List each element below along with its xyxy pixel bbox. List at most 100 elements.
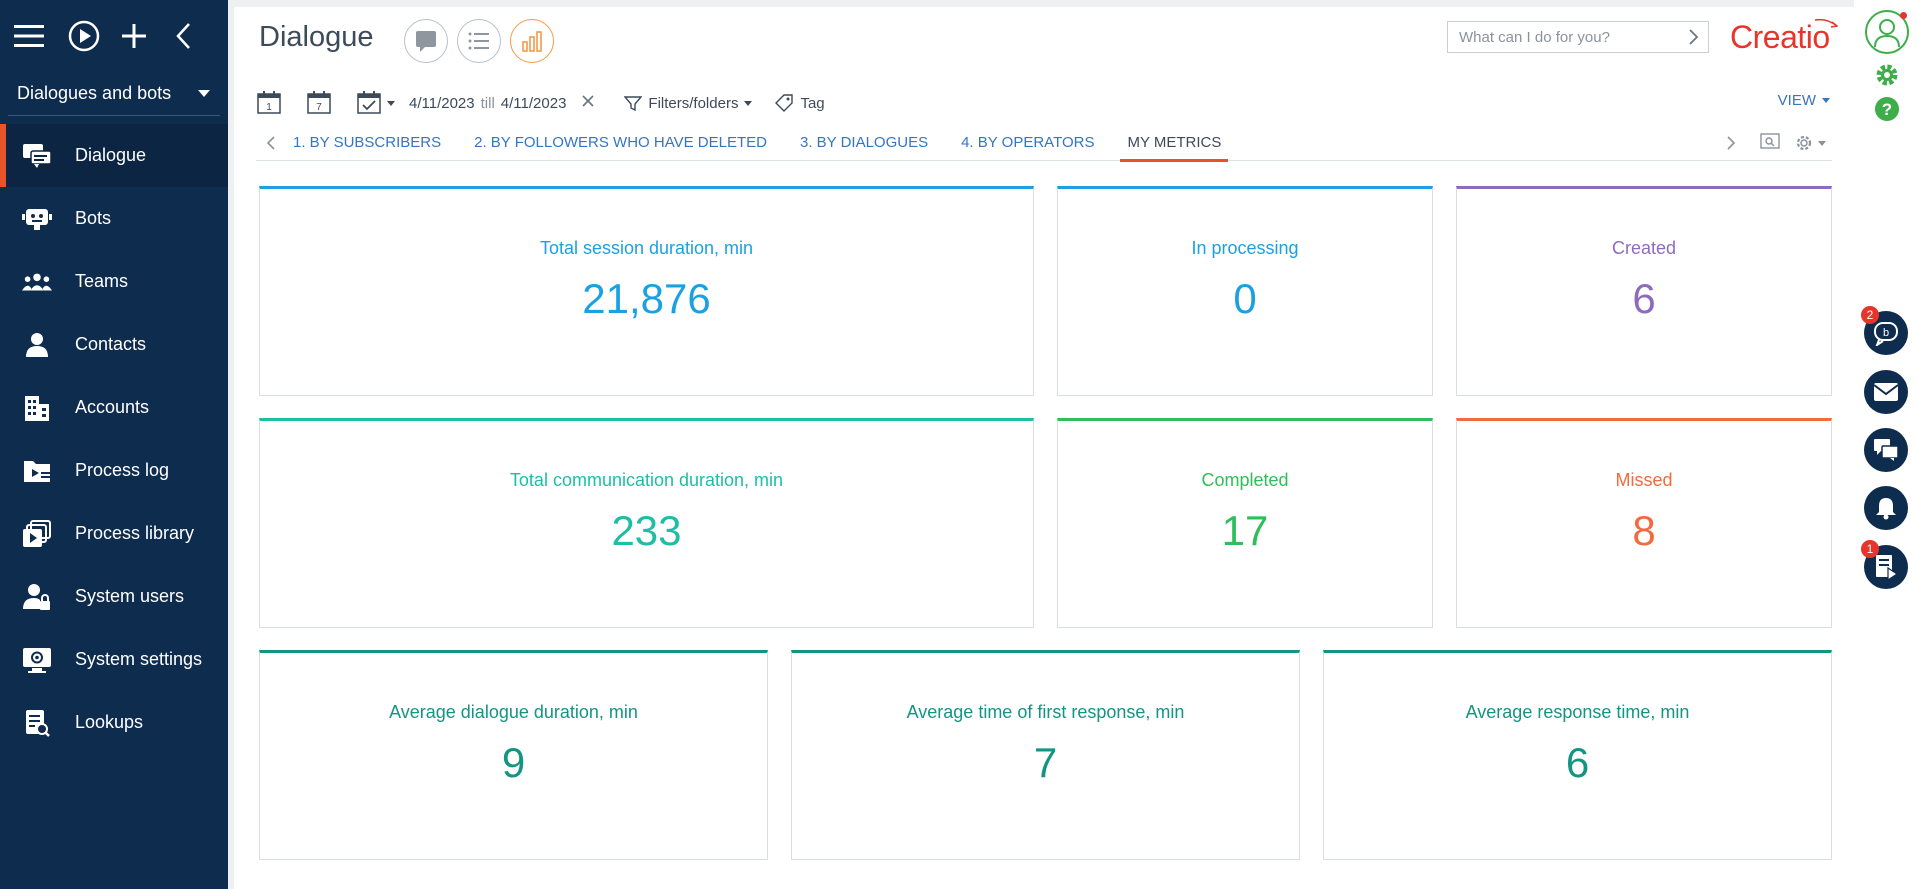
- command-search[interactable]: [1447, 21, 1709, 53]
- metric-card-average-first-response[interactable]: Average time of first response, min 7: [791, 650, 1300, 860]
- tag-button[interactable]: Tag: [774, 93, 825, 113]
- sidebar-item-system-settings[interactable]: System settings: [0, 628, 228, 691]
- period-filter-button[interactable]: [356, 91, 395, 115]
- system-users-icon: [22, 582, 52, 612]
- list-view-button[interactable]: [457, 19, 501, 63]
- folder-search-icon: [1760, 133, 1780, 149]
- dashboard-settings-button[interactable]: [1794, 133, 1826, 153]
- tabs-scroll-right[interactable]: [1716, 135, 1746, 151]
- caret-down-icon: [744, 100, 753, 106]
- feed-panel-button[interactable]: [1864, 428, 1908, 472]
- metric-card-average-response-time[interactable]: Average response time, min 6: [1323, 650, 1832, 860]
- analytics-view-button[interactable]: [510, 19, 554, 63]
- caret-down-icon: [198, 90, 210, 97]
- communication-panel: ? b 2 1: [1854, 0, 1918, 889]
- sidebar-item-label: Process log: [75, 460, 170, 480]
- envelope-icon: [1873, 383, 1899, 401]
- process-library-icon: [22, 519, 52, 549]
- menu-button[interactable]: [14, 16, 68, 56]
- process-badge: 1: [1861, 540, 1879, 558]
- chevron-right-icon: [1727, 136, 1736, 150]
- metric-card-created[interactable]: Created 6: [1456, 186, 1832, 396]
- tab-my-metrics[interactable]: MY METRICS: [1120, 125, 1229, 162]
- tag-label: Tag: [800, 94, 825, 112]
- svg-text:b: b: [1883, 327, 1889, 339]
- clear-dates-button[interactable]: [582, 94, 594, 112]
- metric-card-total-session-duration[interactable]: Total session duration, min 21,876: [259, 186, 1034, 396]
- notifications-panel-button[interactable]: [1864, 486, 1908, 530]
- avatar-icon: [1874, 19, 1900, 48]
- chat-bot-icon: b: [1874, 322, 1898, 346]
- metric-label: Average time of first response, min: [906, 702, 1185, 722]
- filter-bar: 1 7 4/11/2023 till 4/11/2023 Filters/fol…: [256, 83, 1836, 123]
- sidebar-item-contacts[interactable]: Contacts: [0, 313, 228, 376]
- metric-value: 9: [501, 739, 526, 786]
- search-dashboard-button[interactable]: [1760, 132, 1780, 154]
- view-button[interactable]: VIEW: [1778, 92, 1830, 109]
- tab-by-operators[interactable]: 4. BY OPERATORS: [961, 134, 1095, 151]
- sidebar-item-dialogue[interactable]: Dialogue: [0, 124, 228, 187]
- sidebar-item-bots[interactable]: Bots: [0, 187, 228, 250]
- chat-panel-button[interactable]: b 2: [1861, 306, 1908, 355]
- caret-down-icon: [1822, 98, 1830, 103]
- caret-down-icon: [387, 100, 395, 106]
- sidebar-item-system-users[interactable]: System users: [0, 565, 228, 628]
- metric-value: 7: [1033, 739, 1058, 786]
- sidebar-item-process-log[interactable]: Process log: [0, 439, 228, 502]
- calendar-day-icon: 1: [257, 91, 281, 114]
- metric-card-in-processing[interactable]: In processing 0: [1057, 186, 1433, 396]
- search-input[interactable]: [1459, 28, 1679, 46]
- chat-bubbles-icon: [1874, 439, 1899, 461]
- metric-label: Average dialogue duration, min: [389, 702, 638, 722]
- metric-card-average-dialogue-duration[interactable]: Average dialogue duration, min 9: [259, 650, 768, 860]
- metric-card-completed[interactable]: Completed 17: [1057, 418, 1433, 628]
- add-button[interactable]: [121, 16, 175, 56]
- sidebar-item-label: Accounts: [75, 397, 150, 417]
- teams-icon: [22, 267, 52, 297]
- email-panel-button[interactable]: [1864, 370, 1908, 414]
- accounts-icon: [22, 393, 52, 423]
- chevron-right-icon[interactable]: [1688, 28, 1700, 46]
- settings-button[interactable]: [1874, 62, 1900, 93]
- dialogue-icon: [22, 141, 52, 171]
- metric-label: Average response time, min: [1465, 702, 1690, 722]
- workplace-selector[interactable]: Dialogues and bots: [8, 72, 220, 116]
- play-circle-icon: [68, 20, 99, 52]
- chat-bubble-icon: [416, 31, 436, 52]
- help-button[interactable]: ?: [1874, 96, 1900, 127]
- metric-value: 6: [1565, 739, 1590, 786]
- run-process-button[interactable]: [68, 16, 122, 56]
- metric-card-total-communication-duration[interactable]: Total communication duration, min 233: [259, 418, 1034, 628]
- date-to[interactable]: 4/11/2023: [500, 94, 567, 112]
- filters-folders-button[interactable]: Filters/folders: [624, 94, 753, 112]
- process-panel-button[interactable]: 1: [1861, 540, 1908, 589]
- sidebar-item-label: Bots: [75, 208, 112, 228]
- metric-value: 0: [1233, 275, 1257, 322]
- sidebar-item-lookups[interactable]: Lookups: [0, 691, 228, 754]
- filter-icon: [624, 96, 643, 112]
- sidebar-item-accounts[interactable]: Accounts: [0, 376, 228, 439]
- collapse-sidebar-button[interactable]: [175, 16, 229, 56]
- metric-label: Total session duration, min: [539, 238, 754, 258]
- sidebar-item-teams[interactable]: Teams: [0, 250, 228, 313]
- user-profile-button[interactable]: [1865, 10, 1909, 54]
- tab-by-followers-who-have-deleted[interactable]: 2. BY FOLLOWERS WHO HAVE DELETED: [474, 134, 767, 151]
- date-from[interactable]: 4/11/2023: [409, 94, 475, 112]
- contact-icon: [22, 330, 52, 360]
- tag-icon: [775, 94, 794, 112]
- day-filter-button[interactable]: 1: [256, 91, 282, 115]
- tab-by-subscribers[interactable]: 1. BY SUBSCRIBERS: [293, 134, 442, 151]
- sidebar-item-label: Contacts: [75, 334, 147, 354]
- tabs-scroll-left[interactable]: [256, 135, 286, 151]
- tab-by-dialogues[interactable]: 3. BY DIALOGUES: [799, 134, 929, 151]
- metric-label: Created: [1611, 238, 1677, 258]
- metric-card-missed[interactable]: Missed 8: [1456, 418, 1832, 628]
- process-icon: [1876, 555, 1898, 580]
- caret-down-icon: [1818, 140, 1826, 146]
- filters-label: Filters/folders: [648, 94, 739, 112]
- chevron-left-icon: [266, 135, 275, 150]
- sidebar-item-process-library[interactable]: Process library: [0, 502, 228, 565]
- week-filter-button[interactable]: 7: [306, 91, 332, 115]
- bot-icon: [22, 204, 52, 234]
- dialogue-view-button[interactable]: [404, 19, 448, 63]
